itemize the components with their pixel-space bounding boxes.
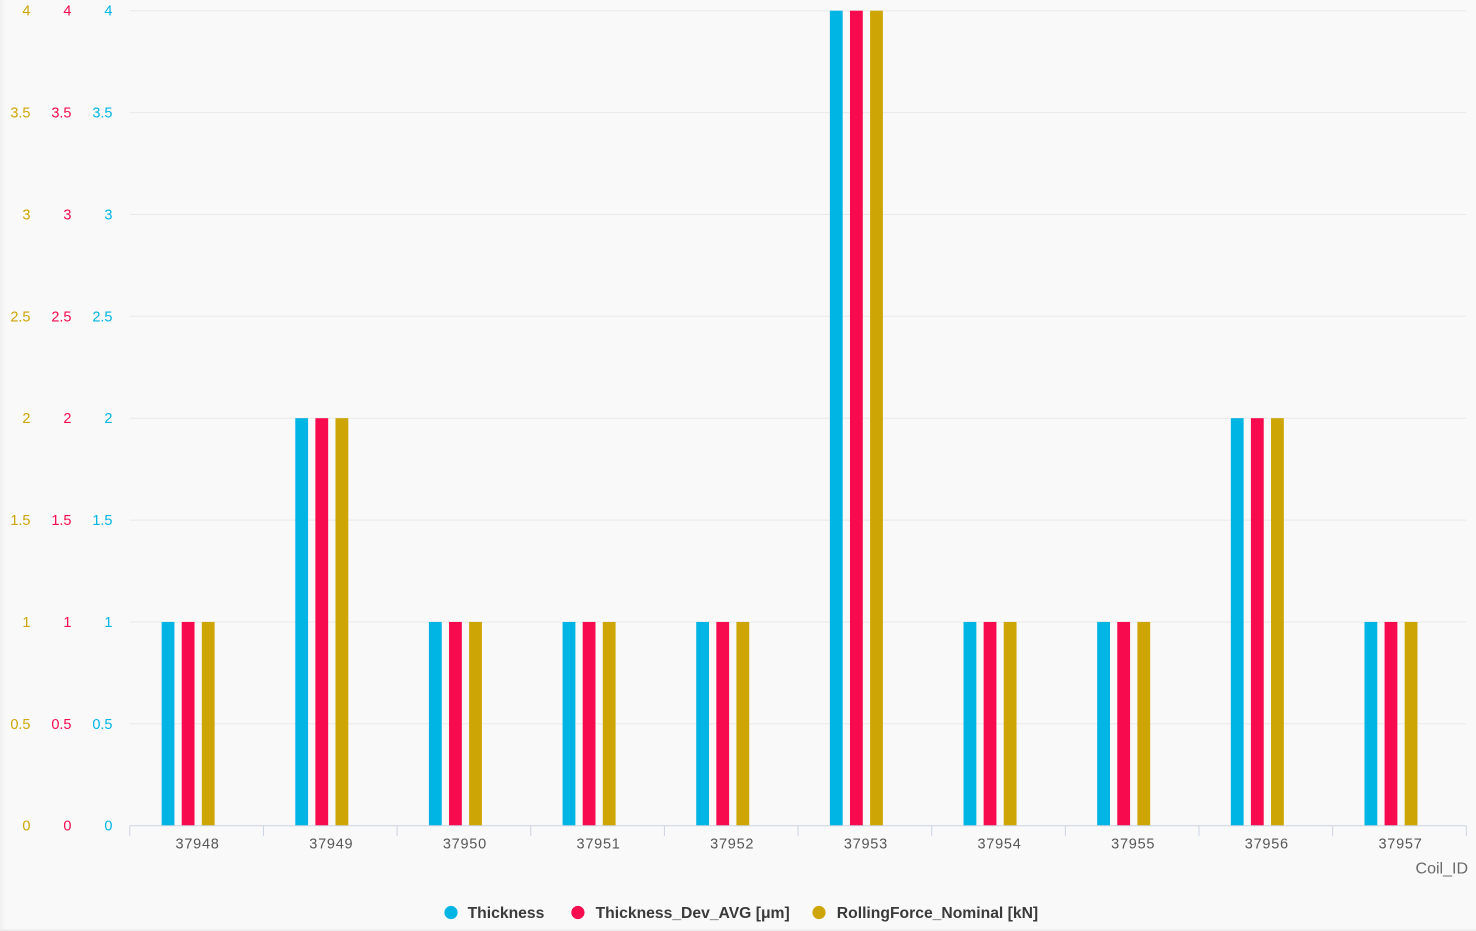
svg-text:2: 2 <box>63 411 71 427</box>
svg-text:1.5: 1.5 <box>51 513 71 529</box>
svg-text:37948: 37948 <box>176 837 220 853</box>
svg-text:0: 0 <box>63 819 71 835</box>
svg-text:2: 2 <box>104 411 112 427</box>
svg-text:3.5: 3.5 <box>51 106 71 122</box>
svg-text:1: 1 <box>22 615 30 631</box>
svg-text:0.5: 0.5 <box>10 717 30 733</box>
svg-text:37950: 37950 <box>443 837 487 853</box>
svg-text:0.5: 0.5 <box>51 717 71 733</box>
svg-text:0: 0 <box>104 819 112 835</box>
svg-text:37951: 37951 <box>577 837 621 853</box>
svg-text:RollingForce_Nominal [kN]: RollingForce_Nominal [kN] <box>837 905 1038 922</box>
svg-text:37956: 37956 <box>1245 837 1289 853</box>
svg-text:37954: 37954 <box>977 837 1021 853</box>
svg-text:3.5: 3.5 <box>92 106 112 122</box>
svg-text:0.5: 0.5 <box>92 717 112 733</box>
svg-text:1.5: 1.5 <box>10 513 30 529</box>
svg-text:37952: 37952 <box>710 837 754 853</box>
svg-text:0: 0 <box>22 819 30 835</box>
svg-text:37949: 37949 <box>309 837 353 853</box>
svg-text:37953: 37953 <box>844 837 888 853</box>
svg-text:1: 1 <box>63 615 71 631</box>
svg-text:3: 3 <box>104 208 112 224</box>
svg-text:1: 1 <box>104 615 112 631</box>
svg-text:37957: 37957 <box>1378 837 1422 853</box>
svg-text:3: 3 <box>22 208 30 224</box>
svg-text:4: 4 <box>22 4 30 20</box>
svg-text:2.5: 2.5 <box>51 309 71 325</box>
svg-text:Thickness_Dev_AVG [μm]: Thickness_Dev_AVG [μm] <box>596 905 790 922</box>
svg-text:4: 4 <box>104 4 112 20</box>
svg-text:4: 4 <box>63 4 71 20</box>
svg-text:3: 3 <box>63 208 71 224</box>
svg-text:Coil_ID: Coil_ID <box>1416 860 1468 877</box>
svg-text:1.5: 1.5 <box>92 513 112 529</box>
svg-text:2.5: 2.5 <box>92 309 112 325</box>
svg-text:37955: 37955 <box>1111 837 1155 853</box>
svg-text:2.5: 2.5 <box>10 309 30 325</box>
svg-text:3.5: 3.5 <box>10 106 30 122</box>
svg-text:Thickness: Thickness <box>468 905 545 922</box>
svg-text:2: 2 <box>22 411 30 427</box>
